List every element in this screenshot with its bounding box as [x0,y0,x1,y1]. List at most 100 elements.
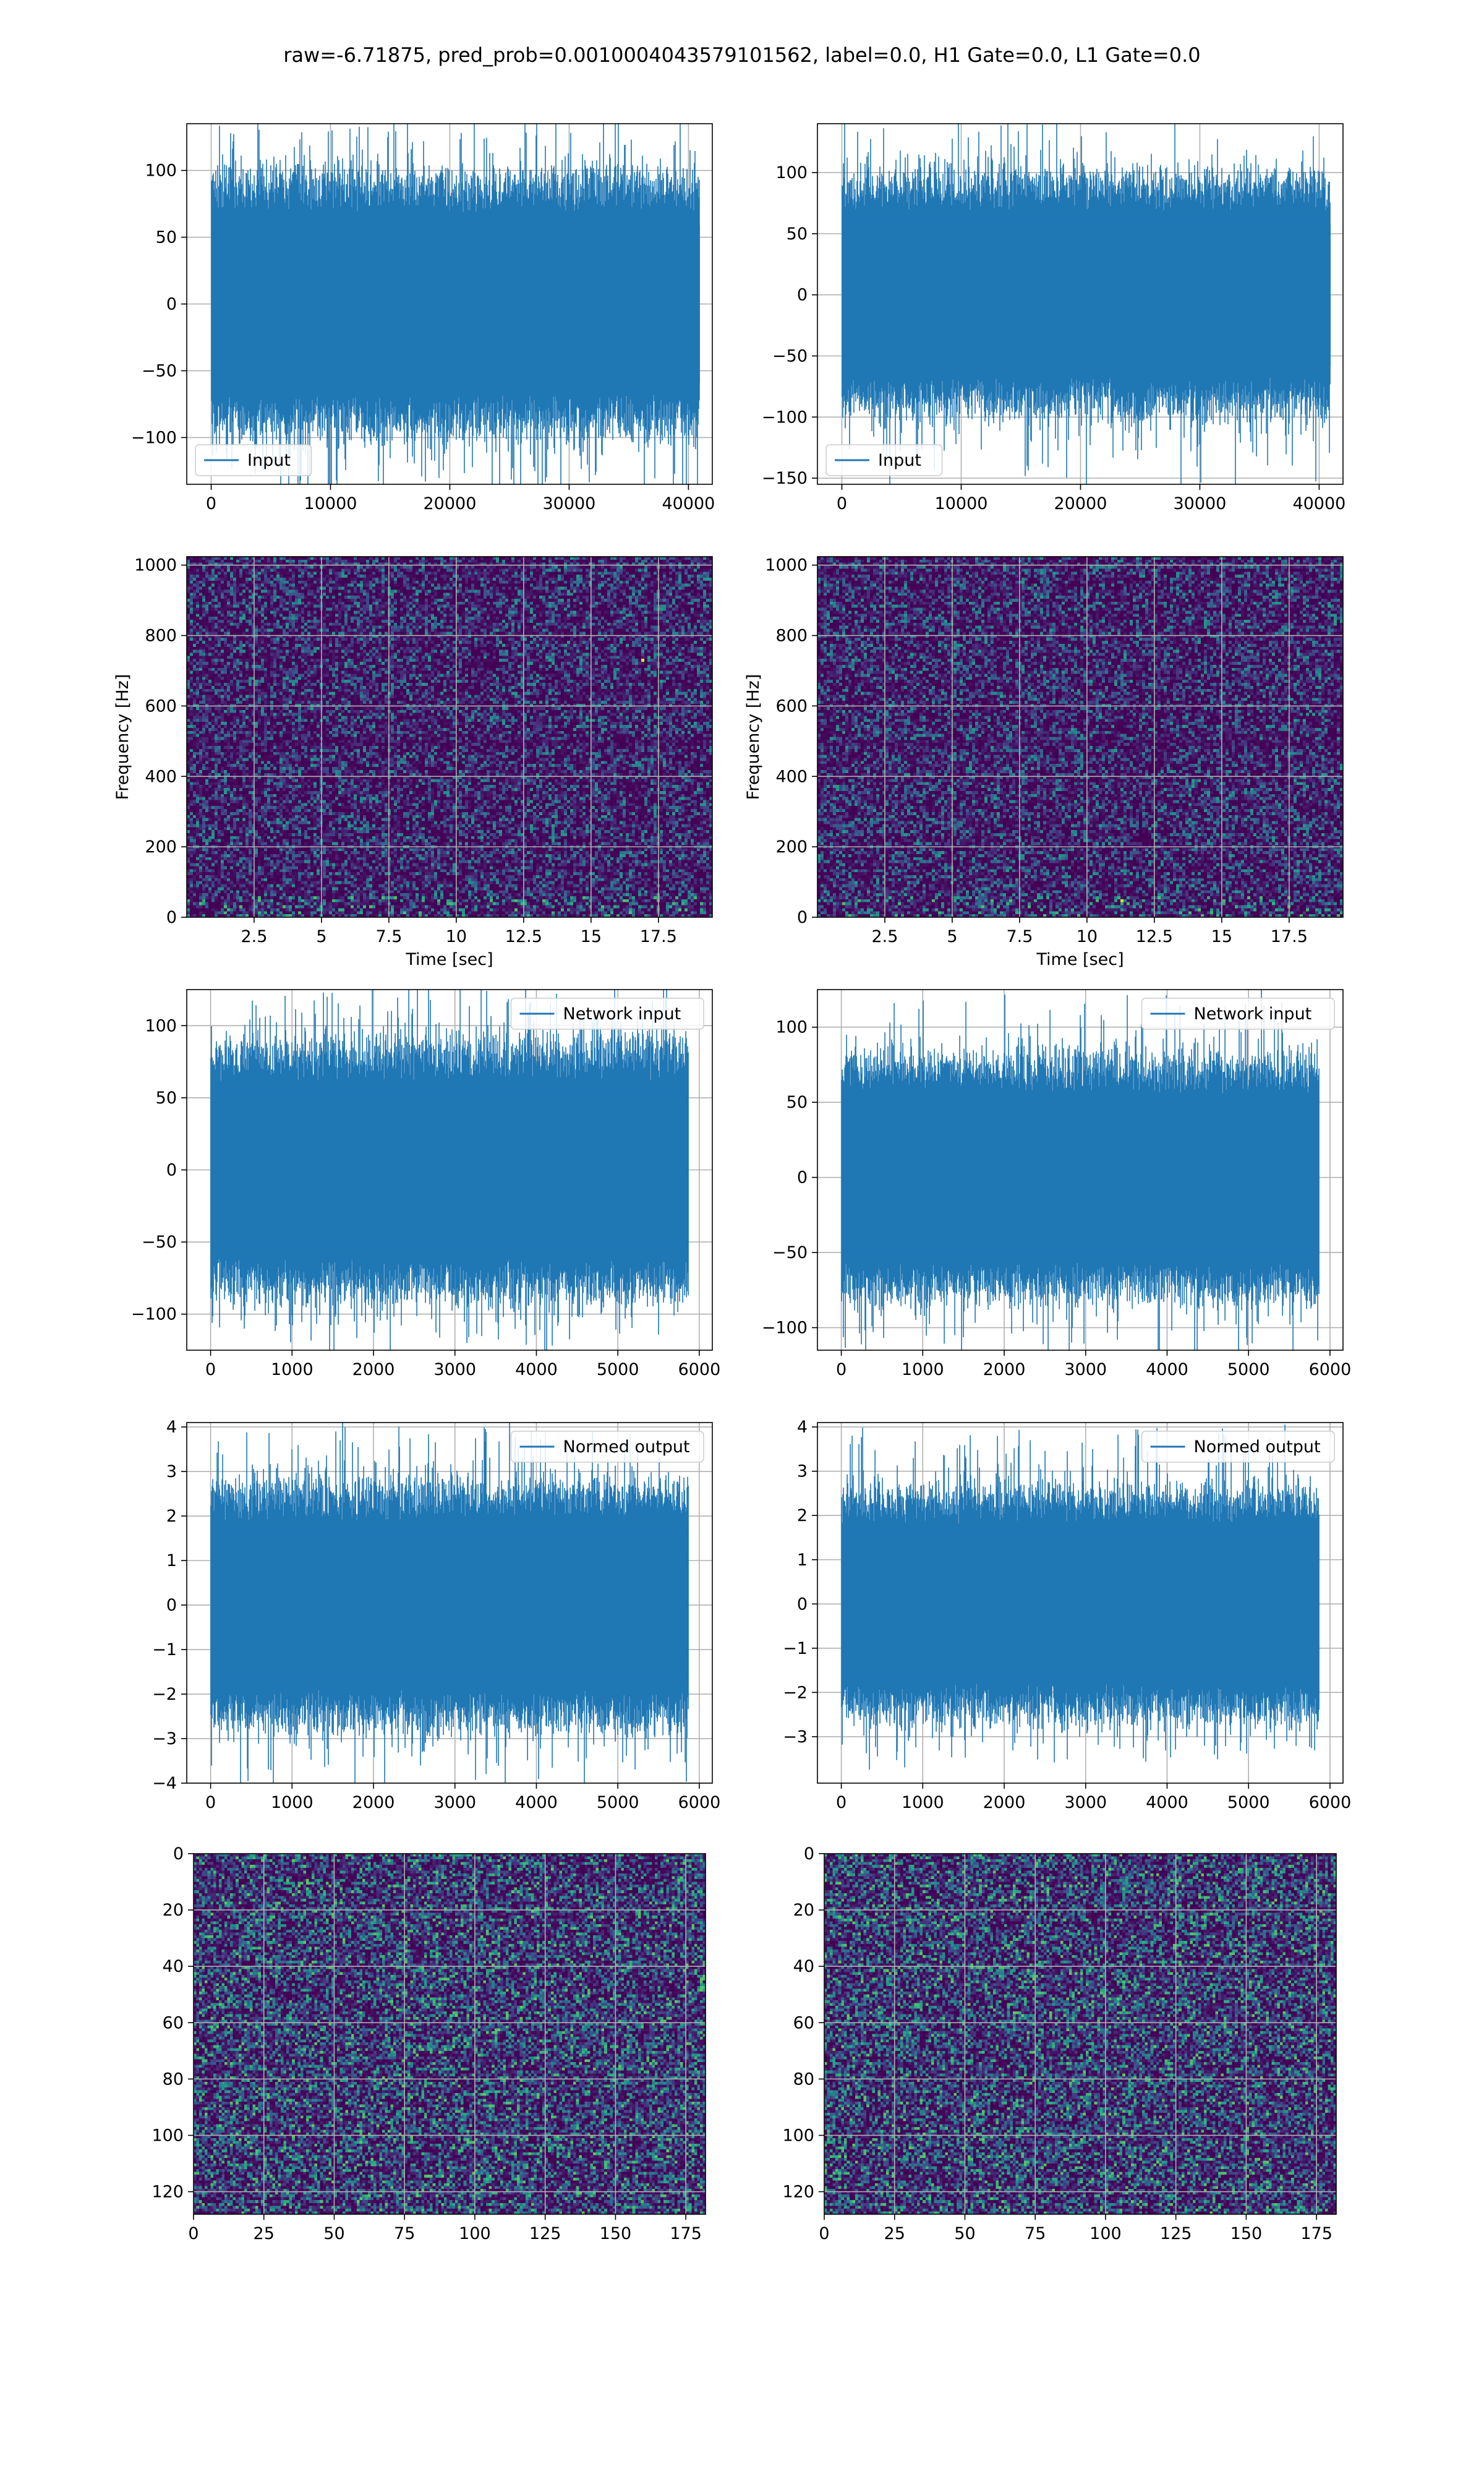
y-tick-label: 0 [173,1844,184,1864]
x-tick-label: 0 [205,1360,216,1379]
x-tick-label: 4000 [515,1793,558,1812]
x-tick-label: 5 [316,927,326,946]
x-tick-label: 4000 [1146,1360,1188,1379]
x-tick-label: 0 [188,2224,198,2243]
legend-label: Network input [1194,1004,1312,1024]
y-tick-label: −4 [152,1774,177,1793]
x-tick-label: 75 [1025,2224,1046,2243]
y-tick-label: 3 [797,1462,808,1481]
heatmap-image [187,557,712,917]
y-tick-label: 20 [163,1901,184,1920]
plot-area [187,124,712,484]
plot-area [817,557,1343,917]
legend-label: Input [247,451,291,470]
y-tick-label: −1 [783,1639,808,1658]
legend-label: Normed output [1194,1437,1321,1457]
x-axis-label: Time [sec] [405,950,493,969]
y-tick-label: −50 [772,346,808,366]
y-tick-label: 50 [156,1089,177,1108]
plot-area [187,990,712,1350]
y-tick-label: 100 [151,2126,184,2145]
y-tick-label: −3 [152,1729,177,1748]
x-tick-label: 17.5 [640,927,677,946]
x-tick-label: 0 [206,494,216,513]
y-tick-label: 3 [166,1462,177,1481]
x-tick-label: 150 [1230,2224,1263,2243]
x-tick-label: 50 [323,2224,344,2243]
x-tick-label: 75 [394,2224,415,2243]
legend-label: Network input [563,1004,681,1024]
y-tick-label: 0 [166,1161,177,1180]
x-tick-label: 5000 [597,1360,639,1379]
y-tick-label: 100 [782,2126,814,2145]
x-tick-label: 40000 [1292,494,1345,513]
y-tick-label: −50 [142,1233,177,1252]
x-tick-label: 175 [670,2224,702,2243]
y-tick-label: 0 [804,1844,814,1864]
x-tick-label: 10 [1077,927,1098,946]
y-tick-label: 0 [797,1168,808,1188]
x-tick-label: 100 [1090,2224,1122,2243]
y-tick-label: 0 [166,908,177,927]
x-tick-label: 2000 [352,1360,395,1379]
x-tick-label: 6000 [1309,1793,1352,1812]
legend-box [510,998,704,1030]
y-tick-label: 0 [166,1596,177,1615]
panel-spectrogram-right: 2.5 5 7.5 10 12.5 15 17.5 0 200 400 600 800 1000 Time… [744,556,1344,969]
legend-box [195,444,312,476]
x-tick-label: 2000 [983,1360,1026,1379]
y-tick-label: 50 [787,1093,808,1112]
x-tick-label: 0 [819,2224,829,2243]
y-tick-label: −2 [152,1685,177,1704]
y-tick-label: 0 [797,908,808,927]
plot-area [817,124,1343,484]
y-tick-label: −2 [783,1683,808,1702]
x-tick-label: 0 [836,1793,846,1812]
y-tick-label: 4 [797,1418,808,1437]
x-tick-label: 6000 [678,1360,721,1379]
y-tick-label: 400 [775,767,808,786]
panel-normed-output-left: 0 1000 2000 3000 4000 5000 6000 −4 −3 −2 −1 0 1 2 3 4 No… [152,1418,720,1812]
x-tick-label: 40000 [662,494,715,513]
x-tick-label: 0 [205,1793,216,1812]
axes-frame [817,1422,1344,1784]
x-tick-label: 5 [947,927,957,946]
y-tick-label: 50 [156,228,177,247]
y-tick-label: 120 [151,2183,184,2202]
y-tick-label: 2 [797,1506,808,1525]
legend-box [510,1431,704,1463]
grid-lines [187,557,712,917]
y-tick-label: 80 [793,2070,814,2089]
y-tick-label: 40 [793,1957,814,1976]
x-tick-label: 50 [954,2224,975,2243]
axes-frame [817,556,1344,918]
legend-label: Input [878,451,921,470]
plot-area [817,1423,1343,1783]
legend: Normed output [510,1431,704,1463]
panel-image-left: 0 25 50 75 100 125 150 175 0 20 40 60 80 100 120 [151,1844,706,2243]
x-tick-label: 3000 [1064,1793,1107,1812]
grid-lines [194,1854,706,2214]
x-tick-label: 5000 [597,1793,639,1812]
axes-frame [193,1853,706,2215]
panel-network-input-right: 0 1000 2000 3000 4000 5000 6000 −100 −50 0 50 100 Ne… [762,989,1351,1379]
x-tick-label: 1000 [902,1793,944,1812]
x-tick-label: 2.5 [871,927,898,946]
x-tick-label: 4000 [1146,1793,1188,1812]
x-tick-label: 0 [836,1360,846,1379]
panel-image-right: 0 25 50 75 100 125 150 175 0 20 40 60 80 100 120 [782,1844,1337,2243]
x-tick-label: 2000 [983,1793,1026,1812]
axes-frame [824,1853,1337,2215]
y-tick-label: 600 [775,696,808,716]
y-tick-label: 1000 [765,556,808,575]
x-tick-label: 125 [1160,2224,1192,2243]
y-tick-label: 40 [163,1957,184,1976]
x-tick-label: 3000 [433,1360,476,1379]
legend-box [825,444,943,476]
y-tick-label: −3 [783,1727,808,1747]
y-tick-label: 800 [775,627,808,646]
series-core [210,1532,689,1678]
x-tick-label: 5000 [1227,1793,1270,1812]
legend: Normed output [1141,1431,1335,1463]
y-tick-label: −100 [131,428,177,447]
